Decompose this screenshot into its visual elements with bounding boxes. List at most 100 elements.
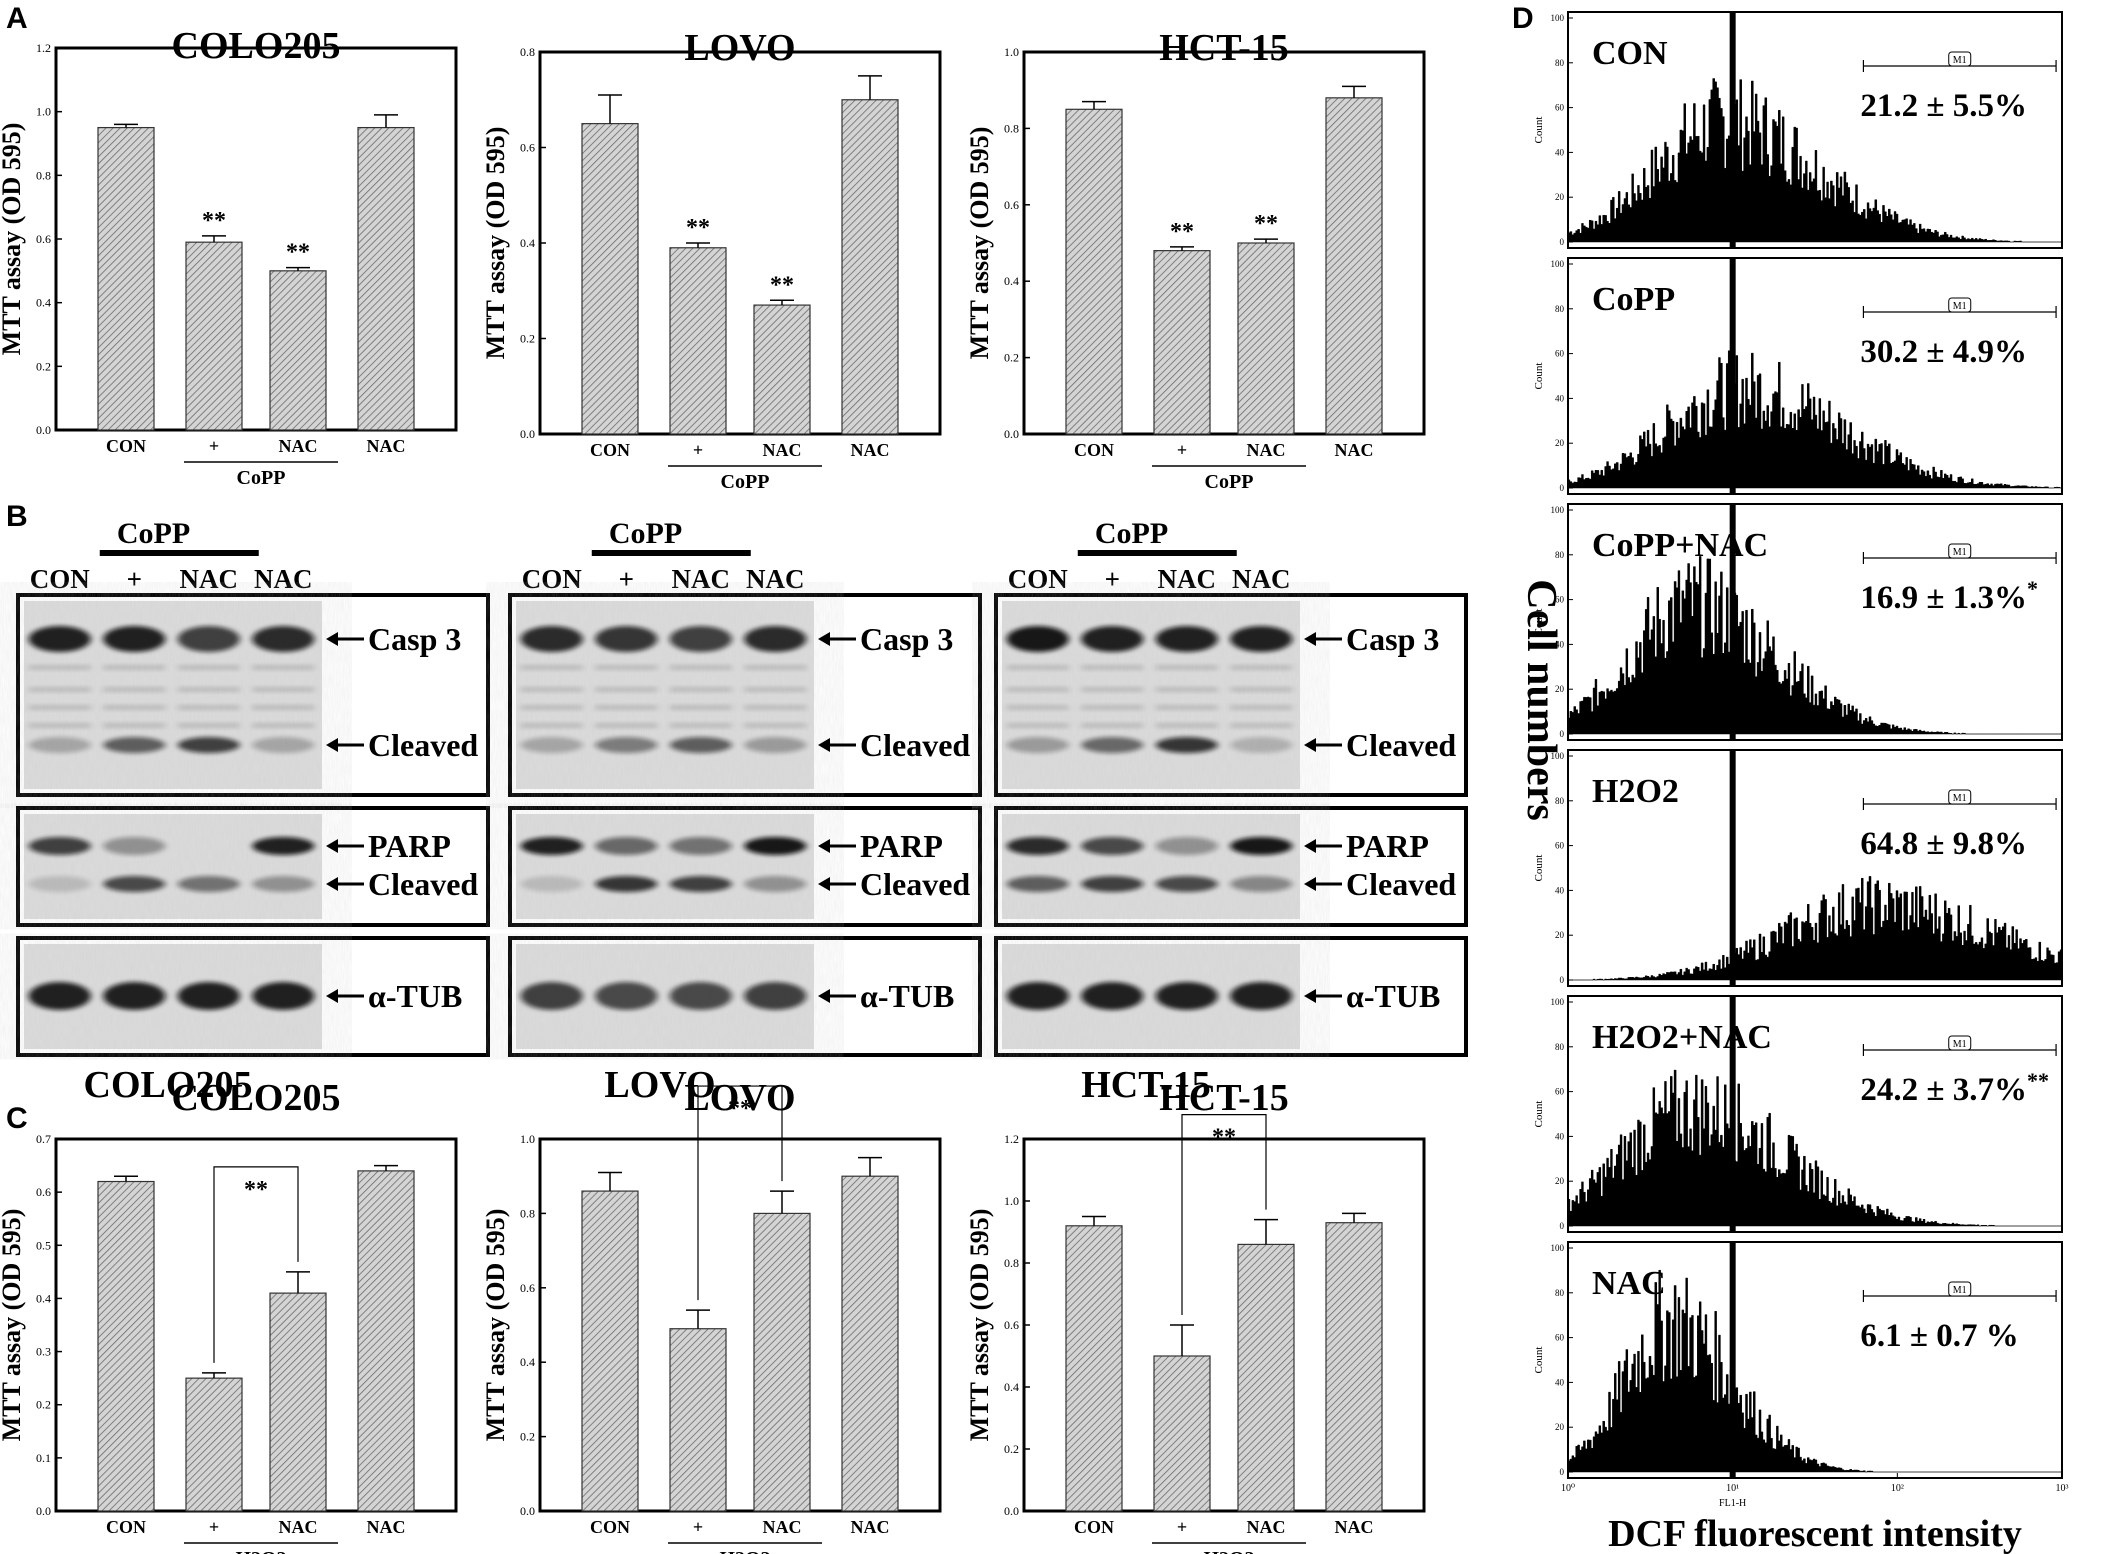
y-tick-label: 0.4 [1004, 274, 1019, 288]
bracket-label: ** [728, 1096, 752, 1122]
chart-title: COLO205 [172, 25, 341, 67]
casp3-band [595, 626, 658, 652]
blot-group-label: CoPP [117, 517, 190, 550]
histogram-condition-label: CoPP+NAC [1592, 527, 1768, 564]
significance-mark: ** [686, 215, 710, 241]
band-label: Casp 3 [368, 621, 461, 657]
x-tick-label: CON [590, 1517, 630, 1537]
histogram-distribution [1567, 78, 2062, 243]
lane-label: + [127, 564, 142, 594]
casp3-band [520, 626, 583, 652]
flow-cytometry-panel: Cell numbers DCF fluorescent intensity 0 20… [1518, 11, 2069, 1554]
cleaved-casp3-band [1230, 737, 1293, 753]
histogram-y-tick-label: 20 [1555, 684, 1565, 694]
histogram-y-tick-label: 60 [1555, 1333, 1565, 1343]
smear-band [28, 723, 91, 728]
y-tick-label: 0.8 [1004, 1256, 1019, 1270]
y-tick-label: 0.6 [520, 141, 535, 155]
x-tick-label: CON [106, 1517, 146, 1537]
lane-label: NAC [1158, 564, 1217, 594]
smear-band [595, 665, 658, 670]
m1-marker-box [1948, 297, 1972, 313]
y-axis-label: MTT assay (OD 595) [481, 127, 510, 360]
bar [753, 304, 811, 435]
histogram-distribution [1567, 1269, 2062, 1473]
histogram-y-tick-label: 40 [1555, 1377, 1565, 1387]
smear-band [744, 665, 807, 670]
arrow-head [326, 632, 338, 646]
histogram-y-tick-label: 40 [1555, 1131, 1565, 1141]
arrow-head [818, 632, 830, 646]
histogram-y-tick-label: 0 [1560, 1467, 1565, 1477]
smear-band [1006, 705, 1069, 710]
histogram-x-tick-label: 10³ [2056, 1483, 2069, 1494]
lane-label: NAC [254, 564, 313, 594]
bar [1325, 1222, 1383, 1512]
smear-band [520, 687, 583, 692]
arrow-head [818, 839, 830, 853]
tubulin-band [1006, 982, 1069, 1010]
smear-band [252, 705, 315, 710]
x-tick-label: NAC [1335, 1517, 1374, 1537]
lane-label: NAC [672, 564, 731, 594]
y-tick-label: 0.0 [520, 427, 535, 441]
y-tick-label: 0.3 [36, 1345, 51, 1359]
cleaved-parp-band [744, 876, 807, 892]
cleaved-parp-band [595, 876, 658, 892]
histogram-y-tick-label: 60 [1555, 349, 1565, 359]
histogram-y-tick-label: 60 [1555, 1087, 1565, 1097]
arrow-head [326, 877, 338, 891]
smear-band [177, 665, 240, 670]
casp3-band [103, 626, 166, 652]
cleaved-casp3-band [1006, 737, 1069, 753]
smear-band [177, 705, 240, 710]
smear-band [28, 665, 91, 670]
significance-mark: ** [202, 208, 226, 234]
x-tick-label: + [1177, 440, 1187, 460]
cleaved-casp3-band [103, 737, 166, 753]
histogram-y-tick-label: 20 [1555, 930, 1565, 940]
cleaved-casp3-band [1155, 737, 1218, 753]
blot-cell-line-title: COLO205 [84, 1064, 253, 1106]
smear-band [252, 687, 315, 692]
lane-label: + [1105, 564, 1120, 594]
y-tick-label: 0.6 [36, 232, 51, 246]
x-tick-label: + [693, 440, 703, 460]
arrow-head [1304, 632, 1316, 646]
cleaved-casp3-band [520, 737, 583, 753]
casp3-band [1155, 626, 1218, 652]
significance-mark: ** [1170, 219, 1194, 245]
histogram-distribution [1568, 876, 2063, 981]
chart-title: COLO205 [172, 1077, 341, 1119]
parp-band [744, 837, 807, 855]
histogram-count-label: Count [1533, 363, 1545, 390]
bar [1325, 97, 1383, 435]
x-tick-label: CON [590, 440, 630, 460]
bar [581, 123, 639, 435]
y-axis-label: MTT assay (OD 595) [0, 1209, 26, 1442]
gate-line [1729, 1243, 1736, 1477]
smear-band [520, 705, 583, 710]
histogram-count-label: Count [1533, 1101, 1545, 1128]
significance-bracket [697, 1085, 783, 1301]
blot-group-label: CoPP [609, 517, 682, 550]
band-label: Cleaved [1346, 727, 1456, 763]
histogram-y-tick-label: 0 [1560, 483, 1565, 493]
histogram-y-tick-label: 80 [1555, 58, 1565, 68]
y-axis-label: MTT assay (OD 595) [965, 127, 994, 360]
y-tick-label: 0.8 [520, 45, 535, 59]
blot-group-label: CoPP [1095, 517, 1168, 550]
y-tick-label: 0.6 [1004, 1318, 1019, 1332]
x-tick-label: CON [106, 436, 146, 456]
m1-marker-label: M1 [1953, 793, 1967, 804]
smear-band [1230, 665, 1293, 670]
casp3-band [744, 626, 807, 652]
m1-marker-label: M1 [1953, 301, 1967, 312]
band-label: Cleaved [368, 727, 478, 763]
flow-histogram-0: 0 20 40 60 80 100 Count M1 CON 21.2 ± 5.5% [1533, 11, 2063, 249]
smear-band [520, 723, 583, 728]
flow-y-label: Cell numbers [1518, 579, 1564, 821]
panel-label-b: B [6, 500, 28, 533]
